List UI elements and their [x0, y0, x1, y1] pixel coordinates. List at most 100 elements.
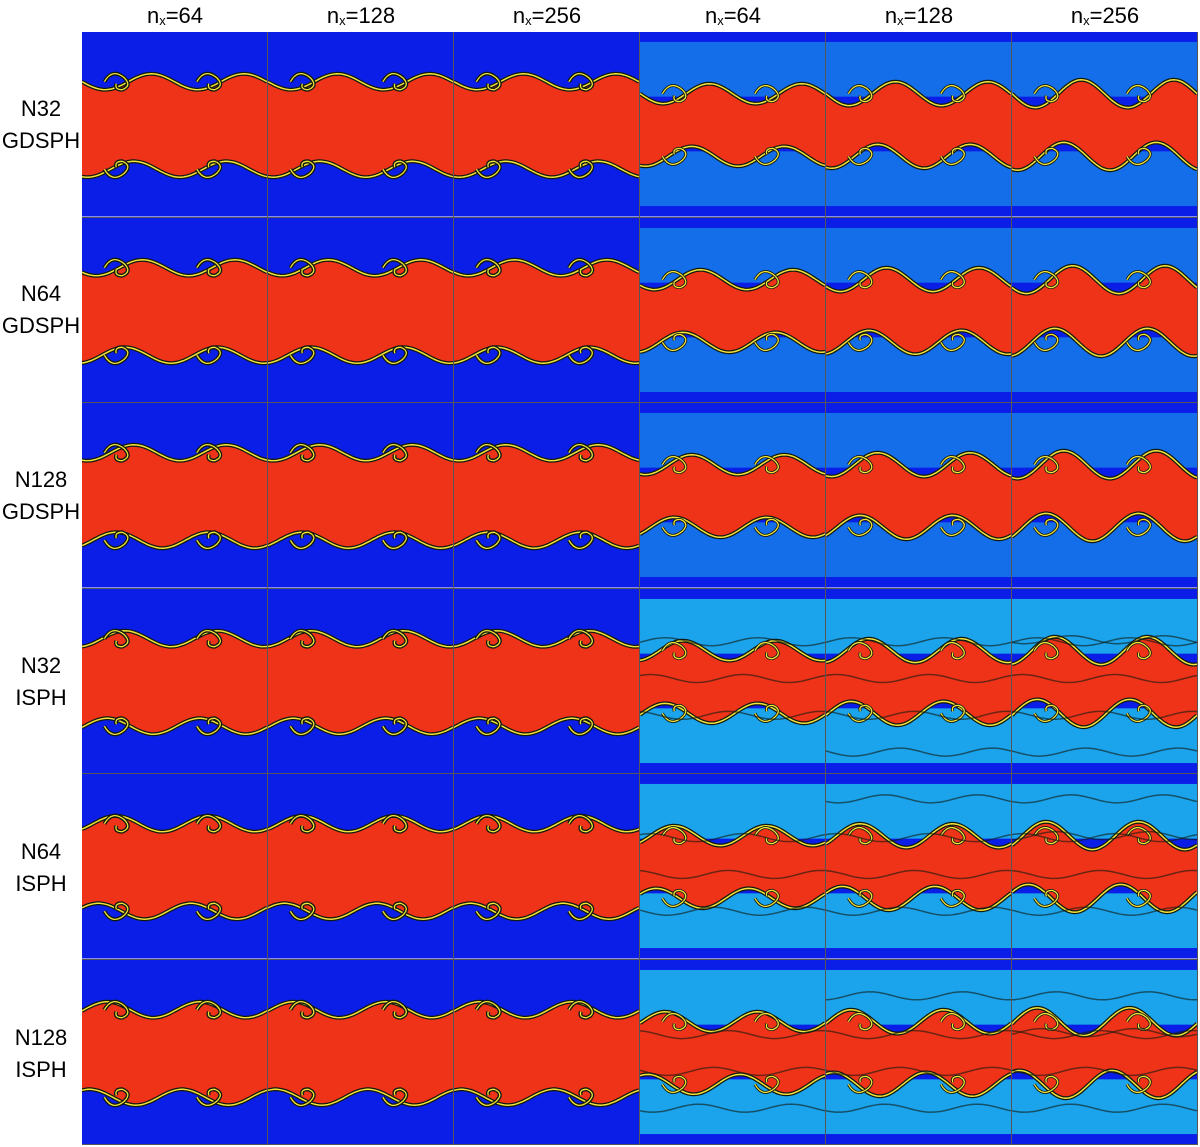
vortex-top-highlight	[661, 455, 687, 474]
vortex-top-highlight	[847, 270, 873, 288]
interface-bottom-highlight	[826, 885, 1011, 912]
interface-bottom-highlight	[268, 902, 453, 920]
snapshot-panel	[640, 588, 826, 774]
vortex-bottom-highlight	[661, 147, 687, 166]
turbulent-filament	[1012, 710, 1197, 720]
turbulent-filament	[1012, 990, 1197, 1001]
snapshot-panel	[454, 774, 640, 960]
interface-bottom-highlight	[826, 143, 1011, 170]
vortex-bottom-highlight	[568, 717, 593, 735]
vortex-top-highlight	[1126, 270, 1151, 288]
column-header-4: n x =64	[704, 3, 762, 28]
dense-band	[1012, 450, 1197, 542]
snapshot-panel	[640, 217, 826, 403]
snapshot-image	[454, 959, 639, 1144]
vortex-top-highlight	[103, 258, 129, 276]
interface-bottom-highlight	[1012, 141, 1197, 171]
turbulent-filament	[826, 673, 1011, 683]
dense-band	[454, 815, 639, 920]
vortex-bottom-highlight	[568, 531, 593, 549]
snapshot-image	[268, 217, 453, 402]
vortex-bottom-highlight	[103, 902, 129, 920]
vortex-top-highlight	[1033, 641, 1059, 659]
turbulent-filament	[1012, 794, 1197, 804]
turbulent-filament	[826, 1066, 1011, 1076]
vortex-bottom-highlight	[103, 1088, 129, 1106]
turbulent-filament	[640, 710, 825, 720]
vortex-top-highlight	[568, 629, 593, 647]
turbulent-filament	[640, 673, 825, 683]
snapshot-panel	[454, 588, 640, 774]
interface-bottom-highlight	[1012, 512, 1197, 542]
vortex-top-highlight	[475, 258, 501, 276]
snapshot-image	[454, 588, 639, 773]
snapshot-panel	[1012, 32, 1198, 218]
vortex-bottom-highlight	[382, 717, 407, 735]
row-label-4: N32 ISPH	[15, 653, 67, 710]
vortex-bottom-highlight	[475, 531, 501, 549]
interface-top-highlight	[82, 73, 267, 91]
vortex-top-highlight	[847, 84, 873, 103]
dense-band	[454, 259, 639, 363]
vortex-bottom-highlight	[196, 902, 221, 920]
snapshot-image	[640, 403, 825, 588]
vortex-bottom-highlight	[289, 531, 315, 549]
vortex-bottom-highlight	[382, 160, 407, 178]
dense-band	[82, 815, 267, 920]
dense-band	[268, 259, 453, 363]
vortex-top-highlight	[661, 826, 687, 845]
vortex-bottom-highlight	[289, 902, 315, 920]
turbulent-filament	[826, 906, 1011, 916]
vortex-top-highlight	[754, 826, 779, 845]
interface-bottom-highlight	[82, 1088, 267, 1106]
snapshot-panel	[1012, 403, 1198, 589]
vortex-bottom-highlight	[568, 1088, 593, 1106]
vortex-bottom-highlight	[1126, 889, 1151, 908]
vortex-top-highlight	[289, 815, 315, 833]
interface-bottom-highlight	[268, 1088, 453, 1106]
turbulent-filament	[1012, 830, 1197, 841]
vortex-bottom-highlight	[940, 1075, 965, 1093]
snapshot-panel	[82, 774, 268, 960]
dense-band	[268, 73, 453, 178]
snapshot-image	[640, 588, 825, 773]
vortex-top-highlight	[754, 84, 779, 103]
interface-bottom-highlight	[268, 160, 453, 178]
snapshot-panel	[82, 217, 268, 403]
interface-bottom-highlight	[826, 1071, 1011, 1097]
vortex-top-highlight	[475, 73, 501, 91]
dense-band	[826, 823, 1011, 911]
dense-band	[454, 1001, 639, 1105]
snapshot-image	[82, 959, 267, 1144]
interface-top-highlight	[454, 629, 639, 647]
vortex-top-highlight	[754, 641, 779, 659]
snapshot-image	[640, 32, 825, 217]
snapshot-image	[826, 32, 1011, 217]
snapshot-panel	[826, 403, 1012, 589]
interface-top-highlight	[1012, 820, 1197, 851]
vortex-top-highlight	[1126, 641, 1151, 659]
vortex-bottom-highlight	[196, 717, 221, 735]
interface-bottom-highlight	[640, 331, 825, 353]
interface-bottom-highlight	[82, 160, 267, 178]
turbulent-filament	[826, 1102, 1011, 1113]
vortex-top-highlight	[289, 1000, 315, 1018]
interface-top-highlight	[826, 1008, 1011, 1034]
vortex-top-highlight	[103, 73, 129, 91]
snapshot-panel	[640, 959, 826, 1145]
vortex-bottom-highlight	[661, 889, 687, 908]
vortex-top-highlight	[1033, 826, 1059, 845]
vortex-bottom-highlight	[103, 160, 129, 178]
vortex-bottom-highlight	[196, 346, 221, 364]
vortex-top-highlight	[847, 455, 873, 474]
snapshot-image	[82, 217, 267, 402]
interface-bottom-highlight	[454, 717, 639, 735]
dense-band	[1012, 821, 1197, 913]
vortex-top-highlight	[289, 629, 315, 647]
snapshot-image	[826, 588, 1011, 773]
dense-band	[640, 1011, 825, 1094]
dense-band	[268, 815, 453, 920]
vortex-bottom-highlight	[1126, 704, 1151, 722]
turbulent-filament	[826, 990, 1011, 1001]
interface-bottom-highlight	[454, 1088, 639, 1106]
